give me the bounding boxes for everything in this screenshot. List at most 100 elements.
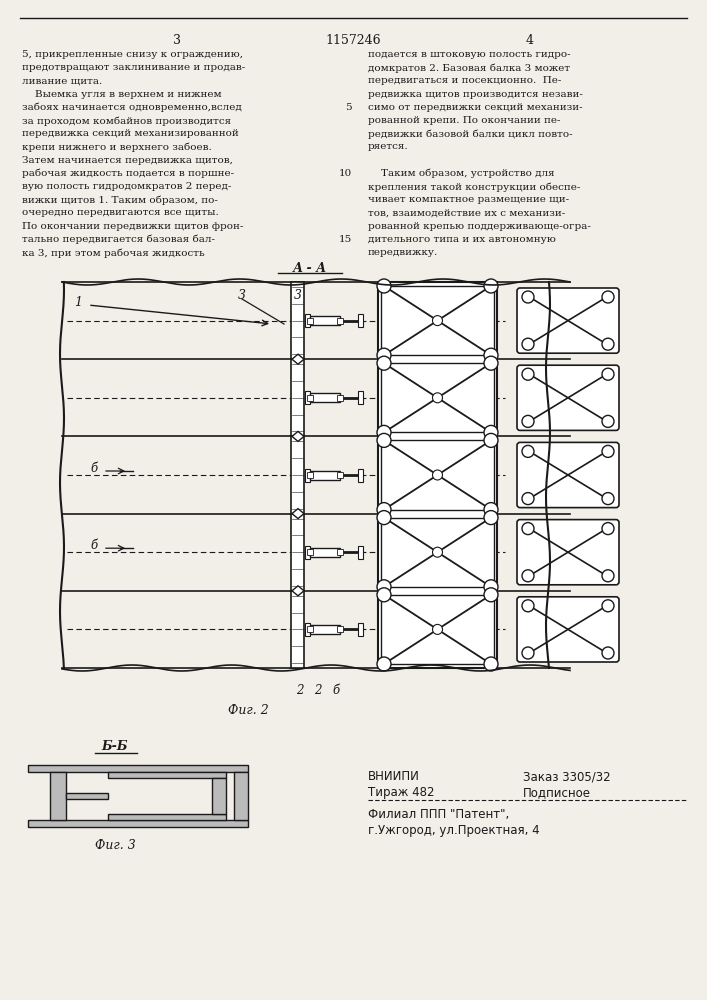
Bar (358, 468, 363, 482)
Text: 3: 3 (173, 34, 181, 47)
Circle shape (377, 356, 391, 370)
Circle shape (377, 511, 391, 525)
Polygon shape (292, 586, 304, 596)
Circle shape (522, 493, 534, 505)
Text: Фиг. 3: Фиг. 3 (95, 839, 135, 852)
Bar (381, 518, 494, 587)
Circle shape (377, 425, 391, 439)
Text: очередно передвигаются все щиты.: очередно передвигаются все щиты. (22, 208, 218, 217)
Polygon shape (292, 354, 304, 364)
FancyBboxPatch shape (517, 365, 619, 430)
Bar (28, 820, 248, 827)
Bar (305, 623, 310, 636)
Bar (310, 548, 341, 557)
Bar (337, 549, 344, 555)
Circle shape (377, 433, 391, 447)
Text: крепления такой конструкции обеспе-: крепления такой конструкции обеспе- (368, 182, 580, 192)
Text: ряется.: ряется. (368, 142, 409, 151)
Text: г.Ужгород, ул.Проектная, 4: г.Ужгород, ул.Проектная, 4 (368, 824, 539, 837)
Text: Филиал ППП "Патент",: Филиал ППП "Патент", (368, 808, 509, 821)
Text: передвигаться и посекционно.  Пе-: передвигаться и посекционно. Пе- (368, 76, 561, 85)
Bar (358, 623, 363, 636)
Bar (381, 363, 494, 432)
Bar (308, 395, 313, 401)
Bar (310, 625, 341, 634)
Bar (381, 595, 494, 664)
Text: Выемка угля в верхнем и нижнем: Выемка угля в верхнем и нижнем (22, 90, 221, 99)
Text: рованной крепи. По окончании пе-: рованной крепи. По окончании пе- (368, 116, 561, 125)
Bar (212, 778, 226, 814)
Bar (308, 472, 313, 478)
Text: По окончании передвижки щитов фрон-: По окончании передвижки щитов фрон- (22, 222, 243, 231)
Text: за проходом комбайнов производится: за проходом комбайнов производится (22, 116, 231, 125)
Text: домкратов 2. Базовая балка 3 может: домкратов 2. Базовая балка 3 может (368, 63, 570, 73)
Circle shape (484, 433, 498, 447)
Circle shape (484, 588, 498, 602)
Bar (381, 440, 494, 510)
Bar (310, 393, 341, 402)
Circle shape (602, 600, 614, 612)
Text: рабочая жидкость подается в поршне-: рабочая жидкость подается в поршне- (22, 169, 234, 178)
Text: 4: 4 (526, 34, 534, 47)
Text: Подписное: Подписное (523, 786, 591, 799)
Ellipse shape (433, 624, 443, 634)
Polygon shape (292, 509, 304, 519)
Bar (305, 468, 310, 482)
Text: б: б (90, 462, 97, 475)
Circle shape (484, 425, 498, 439)
Text: ка 3, при этом рабочая жидкость: ка 3, при этом рабочая жидкость (22, 248, 204, 257)
Text: передвижка секций механизированной: передвижка секций механизированной (22, 129, 239, 138)
Bar (305, 314, 310, 327)
Text: Б-Б: Б-Б (102, 740, 128, 753)
Ellipse shape (433, 547, 443, 557)
Text: 10: 10 (339, 169, 352, 178)
Text: крепи нижнего и верхнего забоев.: крепи нижнего и верхнего забоев. (22, 142, 212, 152)
Circle shape (484, 511, 498, 525)
Circle shape (484, 356, 498, 370)
Text: тов, взаимодействие их с механизи-: тов, взаимодействие их с механизи- (368, 208, 566, 217)
Text: редвижки базовой балки цикл повто-: редвижки базовой балки цикл повто- (368, 129, 573, 139)
Circle shape (522, 338, 534, 350)
Text: А - А: А - А (293, 262, 327, 275)
Text: 15: 15 (339, 235, 352, 244)
Text: ливание щита.: ливание щита. (22, 76, 103, 85)
Text: вижки щитов 1. Таким образом, по-: вижки щитов 1. Таким образом, по- (22, 195, 218, 205)
Text: 3: 3 (238, 289, 246, 302)
FancyBboxPatch shape (517, 597, 619, 662)
Circle shape (522, 415, 534, 427)
Bar (50, 772, 66, 820)
Bar (66, 793, 108, 799)
Bar (291, 514, 305, 591)
Bar (337, 626, 344, 632)
Circle shape (377, 588, 391, 602)
Circle shape (377, 657, 391, 671)
Bar (308, 549, 313, 555)
Circle shape (377, 503, 391, 517)
Bar (291, 436, 305, 514)
Bar (310, 471, 341, 480)
Circle shape (522, 600, 534, 612)
Bar (234, 772, 248, 820)
FancyBboxPatch shape (517, 442, 619, 508)
Bar (28, 765, 248, 772)
Circle shape (602, 647, 614, 659)
Text: б: б (90, 539, 97, 552)
Circle shape (522, 445, 534, 457)
Circle shape (484, 580, 498, 594)
Bar (305, 546, 310, 559)
Text: передвижку.: передвижку. (368, 248, 438, 257)
Bar (337, 472, 344, 478)
Text: рованной крепью поддерживающе-огра-: рованной крепью поддерживающе-огра- (368, 222, 591, 231)
Text: тально передвигается базовая бал-: тально передвигается базовая бал- (22, 235, 215, 244)
Circle shape (602, 291, 614, 303)
Circle shape (602, 570, 614, 582)
Bar (358, 314, 363, 327)
Polygon shape (292, 431, 304, 441)
Bar (108, 814, 226, 820)
Circle shape (377, 279, 391, 293)
Bar (308, 318, 313, 324)
Bar (308, 626, 313, 632)
Text: симо от передвижки секций механизи-: симо от передвижки секций механизи- (368, 103, 583, 112)
Circle shape (522, 647, 534, 659)
FancyBboxPatch shape (517, 288, 619, 353)
